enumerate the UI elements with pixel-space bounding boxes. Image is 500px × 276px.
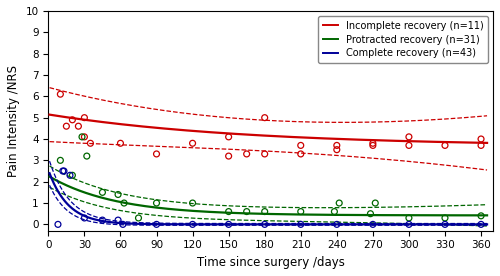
Point (224, 222, 232, 227)
Point (369, 143, 377, 148)
Point (98, 218, 106, 222)
Point (441, 143, 449, 148)
Point (441, 216, 449, 220)
Point (116, 141, 124, 145)
Point (188, 222, 196, 227)
Point (60, 169, 68, 173)
Point (78, 135, 86, 139)
Point (335, 201, 343, 205)
Point (56, 158, 64, 163)
Point (224, 209, 232, 214)
Point (188, 141, 196, 145)
Point (333, 143, 341, 148)
X-axis label: Time since surgery /days: Time since surgery /days (197, 256, 344, 269)
Point (224, 154, 232, 158)
Point (68, 173, 76, 177)
Point (242, 209, 250, 214)
Point (333, 147, 341, 152)
Point (74, 124, 82, 128)
Point (405, 216, 413, 220)
Point (134, 216, 142, 220)
Point (405, 222, 413, 227)
Point (152, 152, 160, 156)
Point (54, 222, 62, 227)
Point (152, 201, 160, 205)
Point (477, 214, 485, 218)
Point (80, 216, 88, 220)
Point (296, 143, 304, 148)
Point (260, 115, 268, 120)
Point (477, 137, 485, 141)
Point (83, 154, 91, 158)
Point (333, 222, 341, 227)
Point (62, 124, 70, 128)
Point (477, 143, 485, 148)
Legend: Incomplete recovery (n=11), Protracted recovery (n=31), Complete recovery (n=43): Incomplete recovery (n=11), Protracted r… (318, 16, 488, 63)
Point (59, 169, 67, 173)
Point (260, 152, 268, 156)
Point (86, 141, 94, 145)
Point (369, 222, 377, 227)
Point (405, 143, 413, 148)
Point (80, 135, 88, 139)
Y-axis label: Pain Intensity /NRS: Pain Intensity /NRS (7, 65, 20, 177)
Point (242, 152, 250, 156)
Point (188, 201, 196, 205)
Point (114, 192, 122, 197)
Point (114, 218, 122, 222)
Point (224, 135, 232, 139)
Point (260, 209, 268, 214)
Point (477, 222, 485, 227)
Point (296, 209, 304, 214)
Point (372, 201, 380, 205)
Point (119, 222, 127, 227)
Point (441, 222, 449, 227)
Point (68, 118, 76, 122)
Point (98, 190, 106, 195)
Point (56, 92, 64, 96)
Point (66, 173, 74, 177)
Point (366, 211, 374, 216)
Point (152, 222, 160, 227)
Point (120, 201, 128, 205)
Point (330, 209, 338, 214)
Point (260, 222, 268, 227)
Point (405, 135, 413, 139)
Point (296, 222, 304, 227)
Point (296, 152, 304, 156)
Point (369, 141, 377, 145)
Point (80, 115, 88, 120)
